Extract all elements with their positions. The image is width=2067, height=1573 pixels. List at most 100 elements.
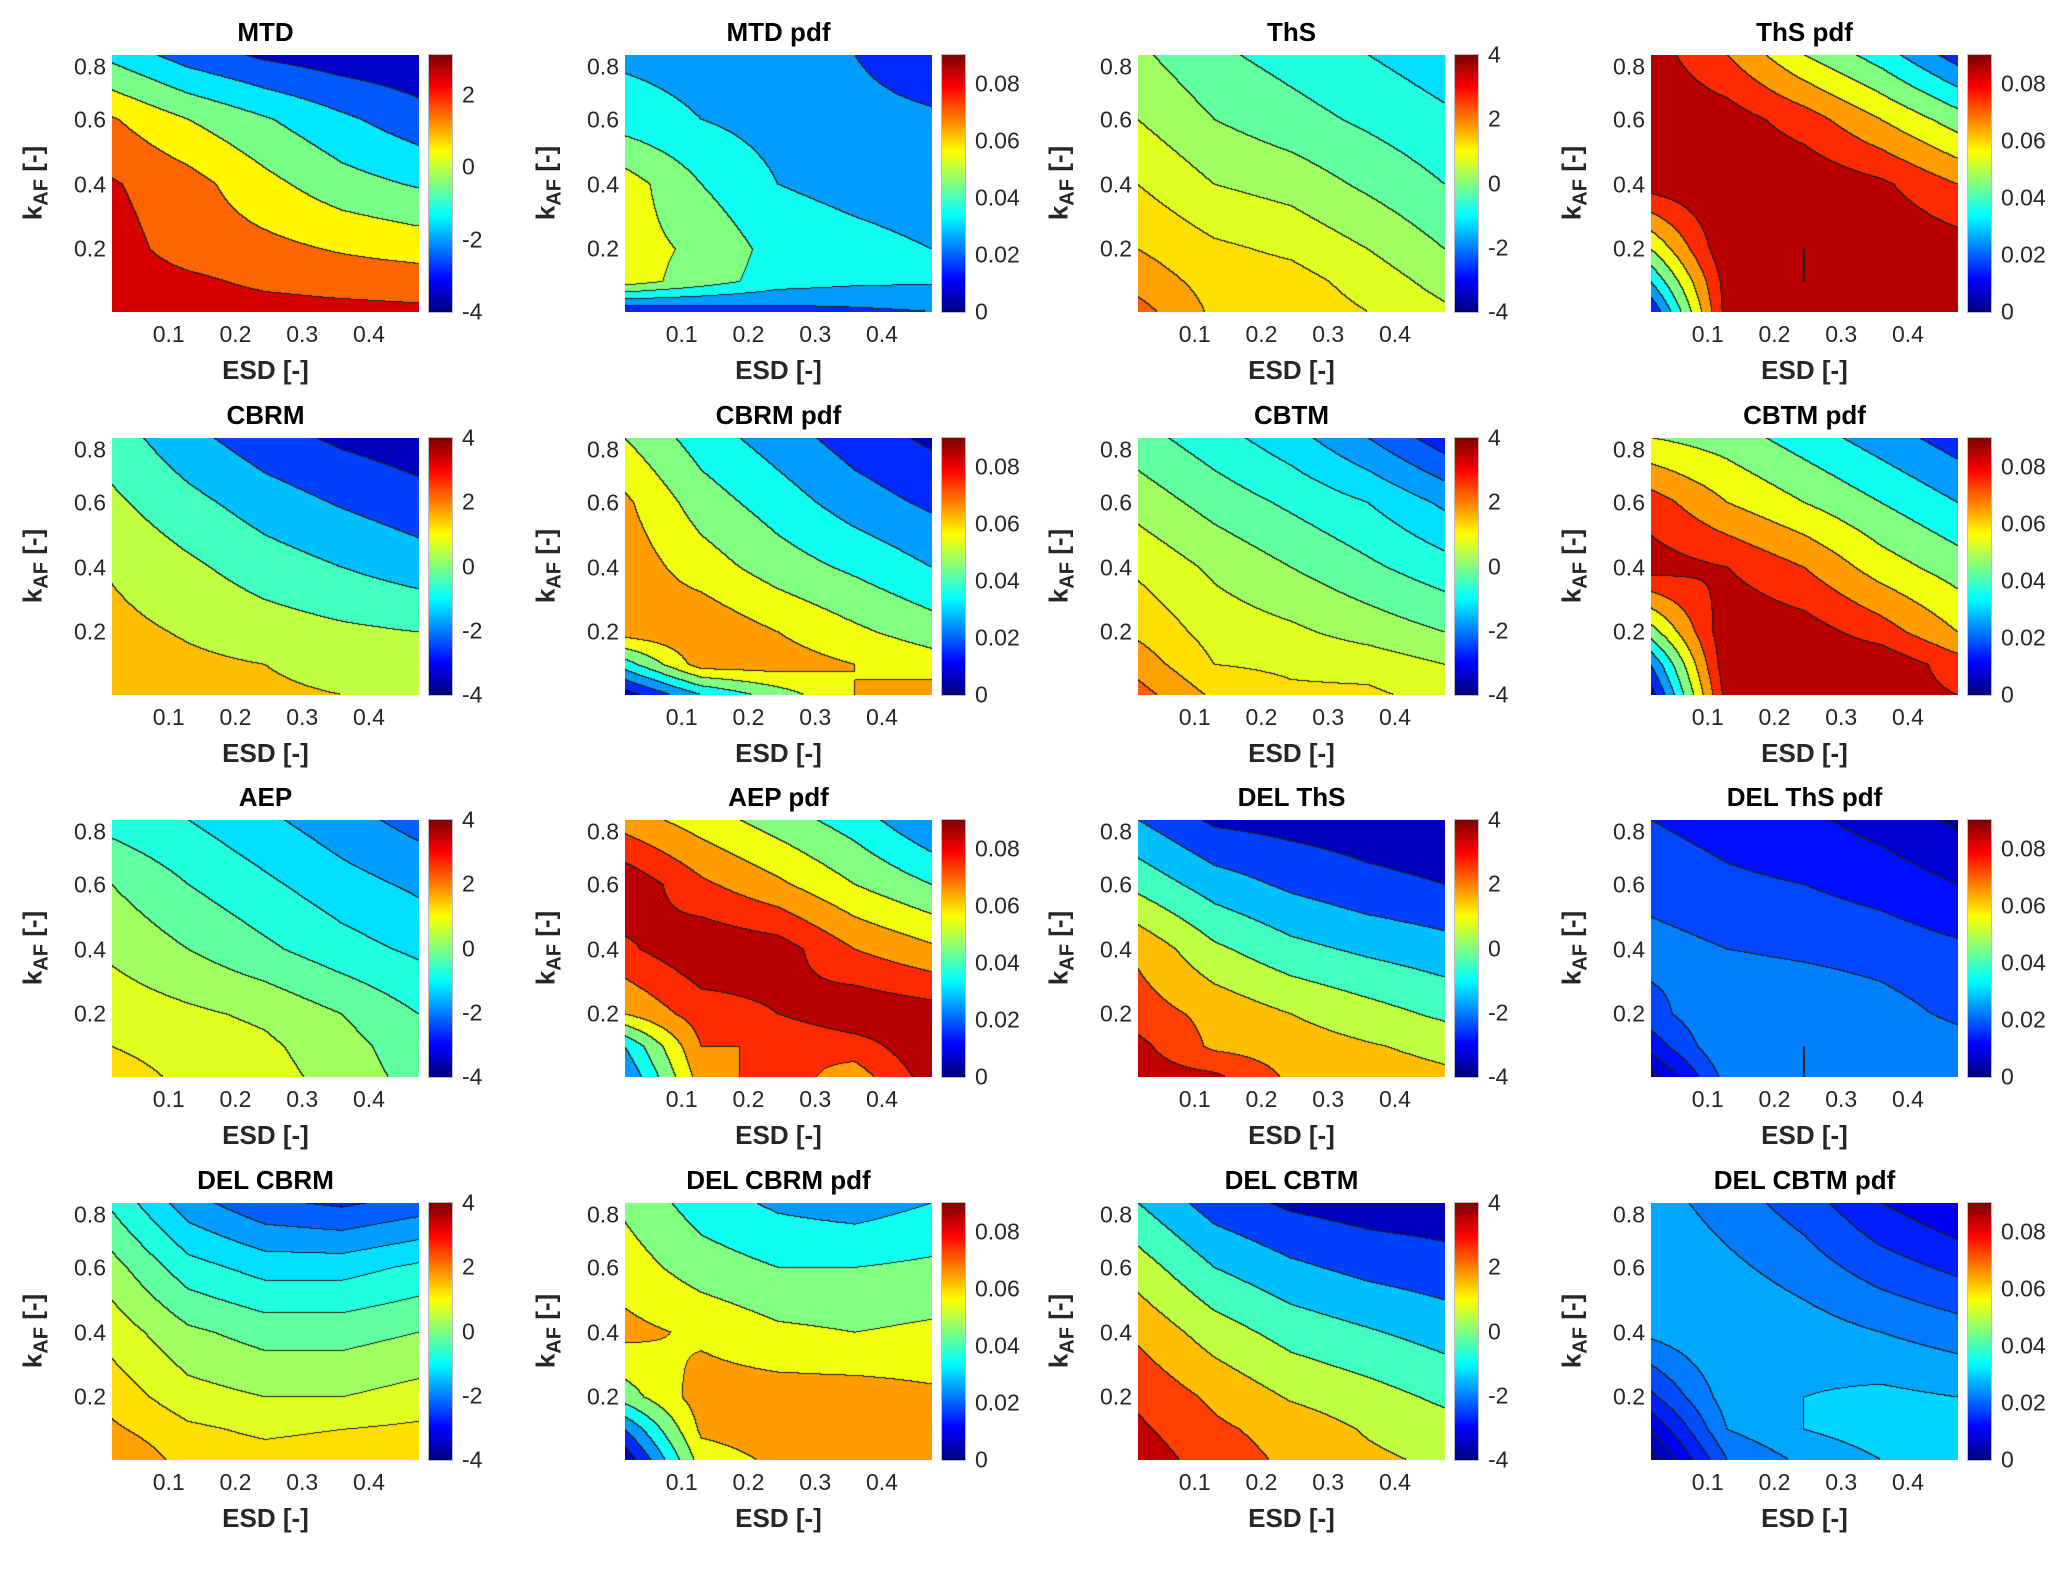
colorbar-tick-label: 2: [462, 81, 475, 108]
x-tick-label: 0.3: [1825, 1469, 1858, 1495]
x-tick-label: 0.4: [352, 321, 385, 347]
y-tick-label: 0.2: [74, 235, 106, 262]
x-axis-label: ESD [-]: [222, 1120, 309, 1150]
y-axis-label: kAF [-]: [17, 911, 56, 985]
x-tick-label: 0.2: [732, 1469, 765, 1495]
colorbar-tick-label: -4: [1488, 681, 1509, 708]
contour-fill: [1651, 438, 1958, 695]
contour-fill: [112, 820, 419, 1077]
colorbar: [941, 1202, 966, 1461]
colorbar-tick-label: -2: [462, 226, 483, 253]
contour-fill: [112, 438, 419, 695]
panel-mtd: MTD 2 0 -2 -4 0.1 0.2 0.3 0.4 0.2 0.4 0.6 0.8 ESD [-]…: [17, 17, 532, 425]
y-axis-label: kAF [-]: [530, 146, 569, 220]
y-tick-label: 0.6: [587, 106, 619, 133]
y-axis-label: kAF [-]: [1556, 146, 1595, 220]
y-axis-label-unit: [-]: [1043, 910, 1074, 937]
y-tick-label: 0.8: [1613, 53, 1645, 80]
x-tick-label: 0.1: [1691, 1469, 1724, 1495]
y-tick-label: 0.6: [74, 106, 106, 133]
y-axis-label-base: k: [1043, 205, 1074, 221]
y-tick-label: 0.8: [1100, 436, 1132, 463]
x-tick-label: 0.4: [1891, 1086, 1924, 1112]
y-tick-label: 0.6: [74, 871, 106, 898]
x-tick-label: 0.2: [732, 321, 765, 347]
y-tick-label: 0.4: [1613, 936, 1645, 963]
x-tick-label: 0.3: [799, 1469, 832, 1495]
colorbar-tick-label: 0: [1488, 935, 1501, 961]
y-tick-label: 0.8: [1613, 1201, 1645, 1228]
contour-fill: [1651, 820, 1958, 1077]
y-tick-label: 0.4: [1100, 171, 1132, 198]
y-tick-label: 0.2: [587, 1383, 619, 1410]
x-tick-label: 0.2: [219, 321, 252, 347]
contour-fill: [1138, 55, 1445, 312]
x-tick-label: 0.2: [1758, 704, 1791, 730]
y-tick-label: 0.8: [1613, 818, 1645, 845]
x-tick-label: 0.3: [1825, 704, 1858, 730]
panel-cbrm-pdf: CBRM pdf 0.08 0.06 0.04 0.02 0 0.1 0.2 0.3 0.4 0.2…: [530, 400, 1045, 808]
x-tick-label: 0.4: [865, 321, 898, 347]
y-axis-label: kAF [-]: [1043, 529, 1082, 603]
x-tick-label: 0.3: [1312, 321, 1345, 347]
colorbar-tick-label: 2: [462, 1253, 475, 1280]
y-tick-label: 0.8: [74, 818, 106, 845]
colorbar-tick-label: 2: [1488, 488, 1501, 515]
y-axis-label: kAF [-]: [1043, 911, 1082, 985]
colorbar-tick-label: 0.02: [2001, 1389, 2046, 1416]
x-tick-label: 0.1: [152, 321, 185, 347]
y-axis-label-subscript: AF: [1569, 562, 1592, 589]
y-tick-label: 0.4: [587, 936, 619, 963]
y-tick-label: 0.6: [1100, 489, 1132, 516]
y-tick-label: 0.8: [587, 436, 619, 463]
colorbar-tick-label: 0.06: [2001, 127, 2046, 154]
x-axis-label: ESD [-]: [222, 738, 309, 768]
y-tick-label: 0.2: [587, 235, 619, 262]
colorbar-tick-label: -2: [462, 617, 483, 644]
y-tick-label: 0.8: [74, 1201, 106, 1228]
colorbar: [1454, 819, 1479, 1078]
panel-title: CBRM: [226, 400, 305, 430]
y-axis-label-base: k: [1556, 205, 1587, 221]
colorbar-tick-label: 0.02: [975, 1006, 1020, 1033]
y-tick-label: 0.4: [1100, 936, 1132, 963]
x-axis-label: ESD [-]: [1761, 1120, 1848, 1150]
x-tick-label: 0.3: [1312, 1086, 1345, 1112]
panel-title: ThS pdf: [1756, 17, 1853, 47]
y-axis-label-unit: [-]: [530, 528, 561, 555]
y-tick-label: 0.2: [74, 1383, 106, 1410]
y-axis-label: kAF [-]: [530, 911, 569, 985]
y-axis-label-unit: [-]: [1043, 145, 1074, 172]
colorbar-tick-label: 4: [1488, 806, 1501, 833]
y-axis-label-subscript: AF: [30, 1327, 53, 1354]
y-axis-label: kAF [-]: [530, 529, 569, 603]
x-tick-label: 0.3: [1825, 1086, 1858, 1112]
y-axis-label-base: k: [17, 205, 48, 221]
panel-title: CBRM pdf: [715, 400, 842, 430]
y-tick-label: 0.8: [1613, 436, 1645, 463]
colorbar: [941, 54, 966, 313]
contour-fill: [625, 55, 932, 312]
contour-fill: [625, 1203, 932, 1460]
y-tick-label: 0.2: [587, 618, 619, 645]
colorbar-tick-label: 0.02: [975, 1389, 1020, 1416]
colorbar-tick-label: 2: [1488, 1253, 1501, 1280]
x-tick-label: 0.4: [1891, 321, 1924, 347]
y-tick-label: 0.4: [1613, 554, 1645, 581]
x-axis-label: ESD [-]: [735, 1503, 822, 1533]
y-tick-label: 0.2: [1100, 618, 1132, 645]
colorbar: [941, 437, 966, 696]
colorbar-tick-label: -2: [462, 1382, 483, 1409]
colorbar: [428, 819, 453, 1078]
y-axis-label-subscript: AF: [543, 562, 566, 589]
x-tick-label: 0.2: [1758, 1469, 1791, 1495]
x-tick-label: 0.4: [1378, 1086, 1411, 1112]
colorbar-tick-label: 0.04: [975, 949, 1020, 976]
y-tick-label: 0.6: [1613, 1254, 1645, 1281]
x-tick-label: 0.1: [665, 1469, 698, 1495]
y-axis-label-base: k: [1043, 970, 1074, 986]
colorbar-tick-label: 4: [462, 424, 475, 451]
colorbar-tick-label: 0: [462, 553, 475, 579]
y-tick-label: 0.8: [587, 53, 619, 80]
y-tick-label: 0.8: [74, 436, 106, 463]
